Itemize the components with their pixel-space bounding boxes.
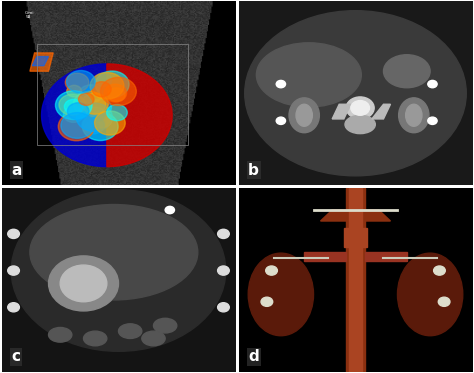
Polygon shape [42,64,107,167]
Polygon shape [344,228,367,247]
Ellipse shape [245,11,466,176]
Circle shape [8,266,19,275]
Ellipse shape [345,115,375,134]
Circle shape [68,98,99,122]
Circle shape [55,66,91,93]
Circle shape [69,104,87,119]
Polygon shape [348,188,363,372]
Circle shape [73,108,97,126]
Ellipse shape [256,43,361,107]
Circle shape [261,297,273,306]
Ellipse shape [154,318,177,333]
Polygon shape [320,210,391,221]
Circle shape [59,78,88,101]
Ellipse shape [30,204,198,300]
Circle shape [60,265,107,302]
Ellipse shape [296,104,312,126]
Circle shape [98,80,132,107]
Circle shape [105,119,128,137]
Ellipse shape [406,104,422,126]
Circle shape [74,102,103,124]
Text: a: a [11,163,22,178]
Text: d: d [248,349,259,364]
Circle shape [84,84,117,109]
Circle shape [77,100,93,113]
Circle shape [165,206,174,214]
Circle shape [276,81,285,88]
Circle shape [438,297,450,306]
Text: c: c [11,349,20,364]
Circle shape [428,81,437,88]
Polygon shape [346,188,365,372]
Circle shape [88,72,107,88]
Circle shape [98,121,120,138]
Circle shape [346,97,374,119]
Polygon shape [32,57,48,66]
Ellipse shape [248,253,313,336]
Polygon shape [107,64,172,167]
Circle shape [95,72,131,101]
Text: C/mi
5B: C/mi 5B [25,11,35,19]
Text: b: b [248,163,259,178]
Circle shape [87,117,122,144]
Ellipse shape [83,331,107,346]
Polygon shape [304,252,346,261]
Circle shape [102,97,133,121]
Ellipse shape [383,55,430,88]
Circle shape [69,81,87,95]
Circle shape [428,117,437,125]
Circle shape [218,229,229,238]
Polygon shape [365,252,407,261]
Circle shape [95,74,110,85]
Circle shape [8,229,19,238]
Circle shape [98,70,122,89]
Circle shape [434,266,445,275]
Circle shape [105,115,127,132]
Circle shape [74,98,88,110]
Circle shape [83,93,119,121]
Circle shape [71,123,96,142]
Polygon shape [332,104,351,119]
Circle shape [69,109,85,122]
Ellipse shape [48,327,72,342]
Polygon shape [372,104,391,119]
Polygon shape [30,53,53,71]
Circle shape [351,101,370,115]
Circle shape [266,266,277,275]
Ellipse shape [398,253,463,336]
Ellipse shape [142,331,165,346]
Circle shape [66,75,100,101]
Circle shape [73,69,103,93]
Circle shape [94,94,113,109]
Circle shape [218,266,229,275]
Circle shape [8,303,19,312]
Ellipse shape [399,98,429,133]
Circle shape [104,76,122,90]
Circle shape [83,113,100,126]
Circle shape [218,303,229,312]
Ellipse shape [289,98,319,133]
Circle shape [81,73,99,87]
Circle shape [95,82,119,100]
Ellipse shape [118,324,142,338]
Ellipse shape [11,190,226,351]
Circle shape [48,256,119,311]
Circle shape [276,117,285,125]
